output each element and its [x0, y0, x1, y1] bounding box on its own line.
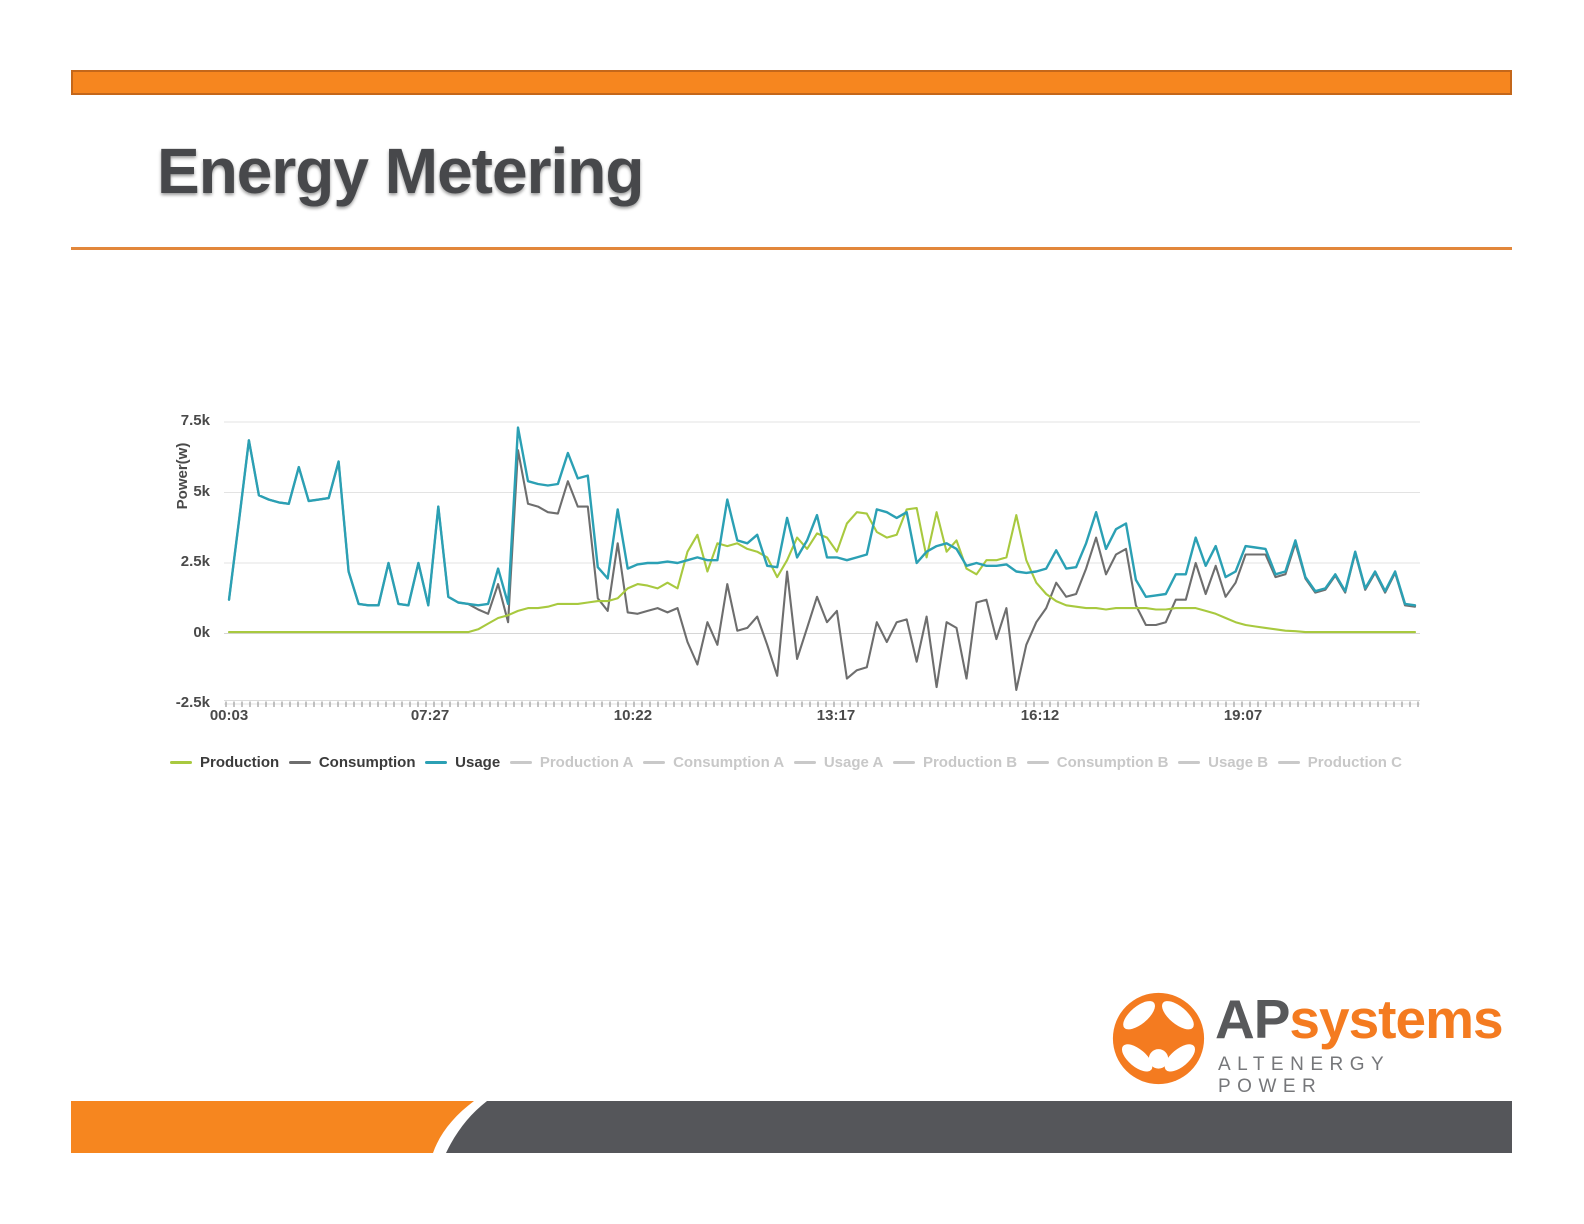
legend-item-production-b[interactable]: Production B	[892, 754, 1017, 771]
legend-dash-icon	[643, 761, 666, 764]
legend-dash-icon	[793, 761, 816, 764]
logo-tagline: ALTENERGY POWER	[1218, 1054, 1390, 1097]
legend-item-usage-a[interactable]: Usage A	[793, 754, 883, 771]
x-tick-label: 16:12	[1020, 707, 1060, 724]
x-tick-label: 00:03	[209, 707, 249, 724]
y-axis-title: Power(w)	[174, 442, 191, 510]
bottom-accent-band	[71, 1101, 1512, 1153]
legend-item-production[interactable]: Production	[170, 754, 279, 771]
apsystems-wordmark: APsystems	[1215, 992, 1504, 1047]
legend-dash-icon	[1178, 761, 1201, 764]
title-divider	[71, 247, 1512, 250]
apsystems-logo: APsystems ALTENERGY POWER	[1108, 984, 1504, 1097]
legend-dash-icon	[1026, 761, 1049, 764]
legend-item-production-a[interactable]: Production A	[509, 754, 633, 771]
apsystems-logo-icon	[1112, 992, 1205, 1085]
x-tick-label: 19:07	[1223, 707, 1263, 724]
legend-dash-icon	[288, 761, 311, 764]
logo-text-ap: AP	[1215, 988, 1290, 1050]
legend-dash-icon	[425, 761, 448, 764]
chart-legend: Production Consumption Usage Production …	[170, 754, 1402, 771]
legend-item-production-c[interactable]: Production C	[1277, 754, 1402, 771]
page-title: Energy Metering	[157, 135, 644, 207]
x-tick-label: 07:27	[410, 707, 450, 724]
legend-item-consumption[interactable]: Consumption	[288, 754, 415, 771]
y-tick-label: 7.5k	[180, 412, 210, 429]
legend-dash-icon	[892, 761, 915, 764]
y-tick-label: 0k	[193, 623, 210, 641]
legend-item-usage-b[interactable]: Usage B	[1178, 754, 1268, 771]
top-accent-bar	[71, 70, 1512, 95]
x-tick-label: 13:17	[816, 707, 856, 724]
y-tick-label: 5k	[193, 482, 210, 500]
y-tick-label: -2.5k	[175, 694, 210, 711]
legend-dash-icon	[170, 761, 192, 764]
legend-dash-icon	[509, 761, 532, 764]
legend-item-consumption-a[interactable]: Consumption A	[643, 754, 784, 771]
y-tick-label: 2.5k	[180, 553, 210, 570]
legend-item-usage[interactable]: Usage	[425, 754, 500, 771]
legend-dash-icon	[1277, 761, 1300, 764]
logo-text-systems: systems	[1289, 988, 1503, 1050]
legend-item-consumption-b[interactable]: Consumption B	[1026, 754, 1168, 771]
x-tick-label: 10:22	[613, 707, 653, 724]
